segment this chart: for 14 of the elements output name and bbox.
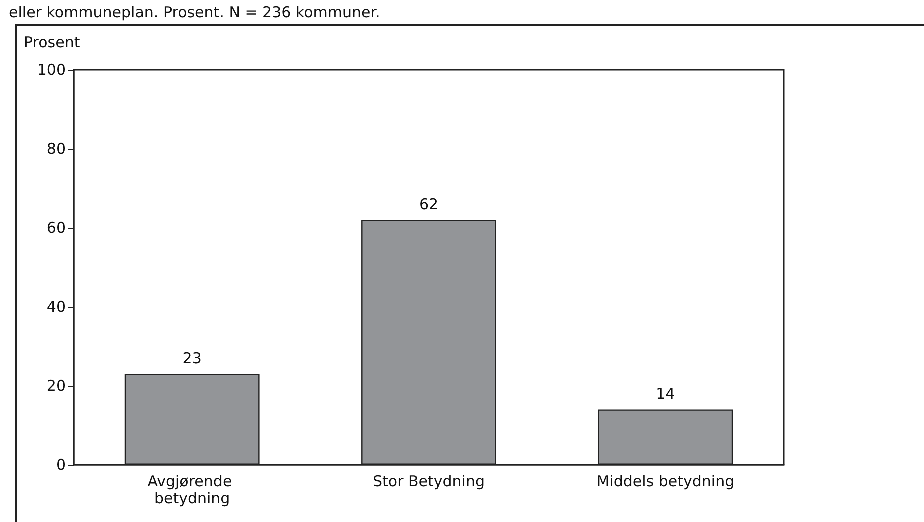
y-tick-label: 100 xyxy=(37,61,66,79)
y-tick-label: 20 xyxy=(46,377,66,395)
x-tick-label: Middels betydning xyxy=(596,472,735,490)
y-tick-label: 80 xyxy=(46,140,66,158)
y-axis-title: Prosent xyxy=(24,34,80,52)
x-tick-label: Avgjørende betydning xyxy=(148,472,237,508)
data-label: 23 xyxy=(182,350,202,368)
chart-title: eller kommuneplan. Prosent. N = 236 kommuner. xyxy=(9,4,380,22)
x-tick-label: Stor Betydning xyxy=(372,472,486,490)
y-tick-label: 60 xyxy=(46,219,66,237)
data-label: 62 xyxy=(419,196,439,214)
y-tick-label: 0 xyxy=(56,456,66,474)
y-tick-label: 40 xyxy=(46,298,66,316)
data-label: 14 xyxy=(656,385,676,404)
